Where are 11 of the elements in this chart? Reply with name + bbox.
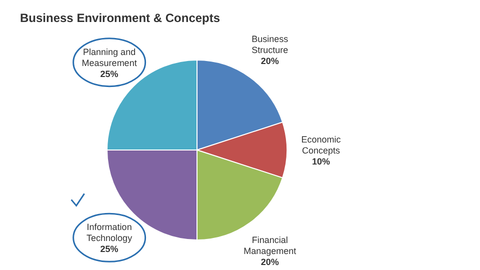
slice-label: Business Structure (252, 34, 289, 56)
data-label: 20% (260, 56, 279, 66)
slice-label: Economic Concepts (301, 134, 342, 156)
data-label: 20% (260, 256, 279, 267)
chart-title: Business Environment & Concepts (20, 11, 220, 25)
slice-label: Planning and Measurement (82, 46, 138, 68)
data-label: 10% (312, 156, 330, 166)
slice-label: Information Technology (86, 222, 133, 244)
data-label: 25% (100, 244, 118, 254)
slice-label: Financial Management (244, 234, 297, 256)
data-label: 25% (100, 68, 118, 79)
